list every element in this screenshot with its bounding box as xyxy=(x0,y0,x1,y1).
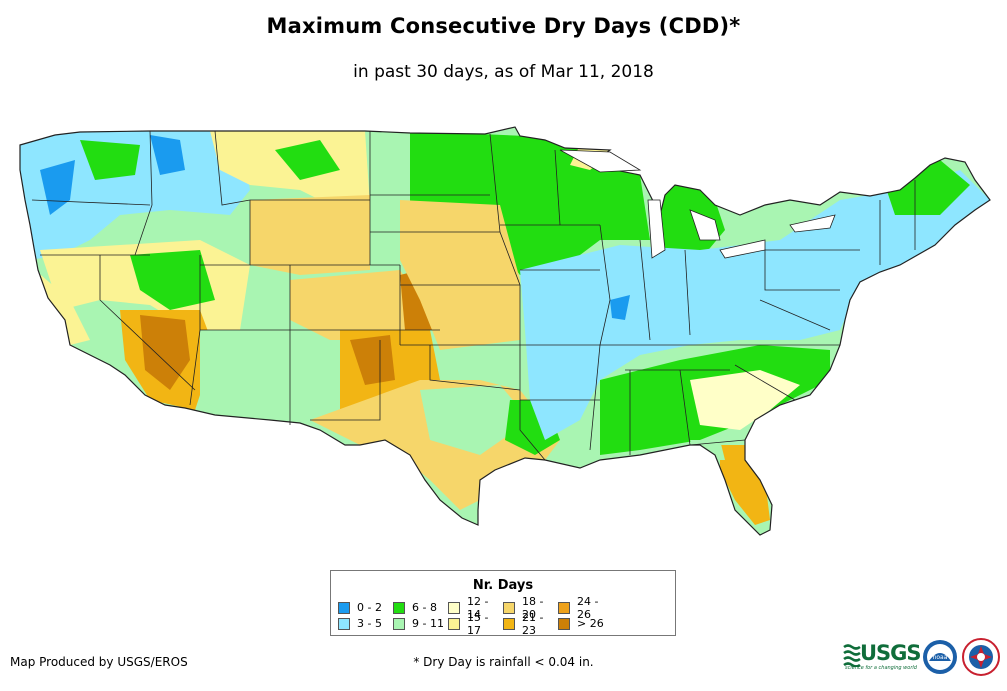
georgia-carolina-pale xyxy=(690,370,800,430)
map-title: Maximum Consecutive Dry Days (CDD)* xyxy=(266,14,741,38)
legend-item: 15 - 17 xyxy=(448,611,503,637)
noaa-label: noaa xyxy=(933,654,948,661)
legend-grid: 0 - 2 6 - 8 12 - 14 18 - 20 24 - 26 3 - … xyxy=(338,595,668,637)
noaa-logo-icon: noaa xyxy=(923,640,957,674)
legend-label: > 26 xyxy=(577,617,604,630)
legend-label: 21 - 23 xyxy=(522,610,544,637)
legend-label: 15 - 17 xyxy=(467,610,489,637)
legend-swatch xyxy=(393,617,405,630)
pa-border xyxy=(764,250,840,291)
usgs-logo: USGS science for a changing world xyxy=(843,640,922,674)
dry-day-footnote: * Dry Day is rainfall < 0.04 in. xyxy=(413,655,594,669)
mn-wi-border xyxy=(554,149,561,226)
va-wv-border xyxy=(759,299,831,331)
arizona-brown xyxy=(140,315,190,390)
ok-tx-border xyxy=(429,345,521,391)
legend-swatch xyxy=(503,617,515,630)
legend-item: 0 - 2 xyxy=(338,601,393,614)
lake-superior xyxy=(559,149,642,173)
mt-id-border xyxy=(214,130,251,206)
legend-item xyxy=(613,601,668,614)
northwest-green xyxy=(80,140,140,180)
in-oh-border xyxy=(684,249,691,336)
ga-sc-border xyxy=(734,364,796,401)
central-plains-zone xyxy=(400,200,520,350)
legend-swatch xyxy=(448,617,460,630)
al-ga-border xyxy=(679,369,691,446)
legend-label: 18 - 20 xyxy=(522,594,544,621)
state-borders xyxy=(31,130,916,461)
new-mexico-brown xyxy=(350,335,395,385)
mississippi-border xyxy=(589,224,611,451)
legend-label: 3 - 5 xyxy=(357,617,382,630)
usgs-wordmark: USGS xyxy=(860,641,922,665)
great-lakes xyxy=(559,149,836,259)
legend-swatch xyxy=(503,601,515,614)
legend-swatch xyxy=(393,601,405,614)
legend-label: 12 - 14 xyxy=(467,594,489,621)
mn-ia-mo-west-border xyxy=(489,133,546,461)
or-wa-border xyxy=(31,199,151,206)
nevada-green xyxy=(130,250,215,310)
map-subtitle: in past 30 days, as of Mar 11, 2018 xyxy=(353,62,654,82)
legend-label: 24 - 26 xyxy=(577,594,599,621)
legend-title: Nr. Days xyxy=(472,578,534,593)
central-texas-mint xyxy=(420,385,530,455)
colorado-zone xyxy=(290,270,420,340)
legend-item: 18 - 20 xyxy=(503,595,558,621)
lake-ontario xyxy=(789,214,836,233)
legend-item: 12 - 14 xyxy=(448,595,503,621)
legend-item: 6 - 8 xyxy=(393,601,448,614)
nv-ca-border xyxy=(99,255,196,391)
legend-item: 24 - 26 xyxy=(558,595,613,621)
wyoming-zone xyxy=(250,195,370,275)
ohio-valley-wet xyxy=(610,295,630,320)
lake-erie xyxy=(719,239,766,259)
legend-item: 3 - 5 xyxy=(338,617,393,630)
legend: Nr. Days 0 - 2 6 - 8 12 - 14 18 - 20 24 … xyxy=(330,570,676,637)
arizona-mint xyxy=(200,330,300,420)
legend-swatch xyxy=(448,601,460,614)
legend-swatch xyxy=(558,617,570,630)
lake-huron xyxy=(689,209,721,241)
montana-green xyxy=(275,140,340,180)
legend-item: 21 - 23 xyxy=(503,611,558,637)
california-coast-yellow xyxy=(35,270,90,345)
legend-label: 6 - 8 xyxy=(412,601,437,614)
nm-tx-border xyxy=(310,340,381,421)
usgs-wave-icon xyxy=(843,644,861,667)
idaho-wet-zone xyxy=(150,135,185,175)
lake-michigan xyxy=(647,199,666,259)
usgs-tagline: science for a changing world xyxy=(845,665,917,671)
legend-swatch xyxy=(558,601,570,614)
legend-item: > 26 xyxy=(558,617,613,630)
map-credit: Map Produced by USGS/EROS xyxy=(10,655,188,669)
eastern-blue-zone xyxy=(520,170,990,440)
id-border-west xyxy=(134,130,153,256)
legend-swatch xyxy=(338,601,350,614)
legend-item: 9 - 11 xyxy=(393,617,448,630)
il-in-border xyxy=(639,239,651,341)
legend-label: 9 - 11 xyxy=(412,617,444,630)
legend-label: 0 - 2 xyxy=(357,601,382,614)
legend-swatch xyxy=(338,617,350,630)
nws-logo-icon xyxy=(962,638,1000,676)
ga-fl-border xyxy=(689,439,746,446)
